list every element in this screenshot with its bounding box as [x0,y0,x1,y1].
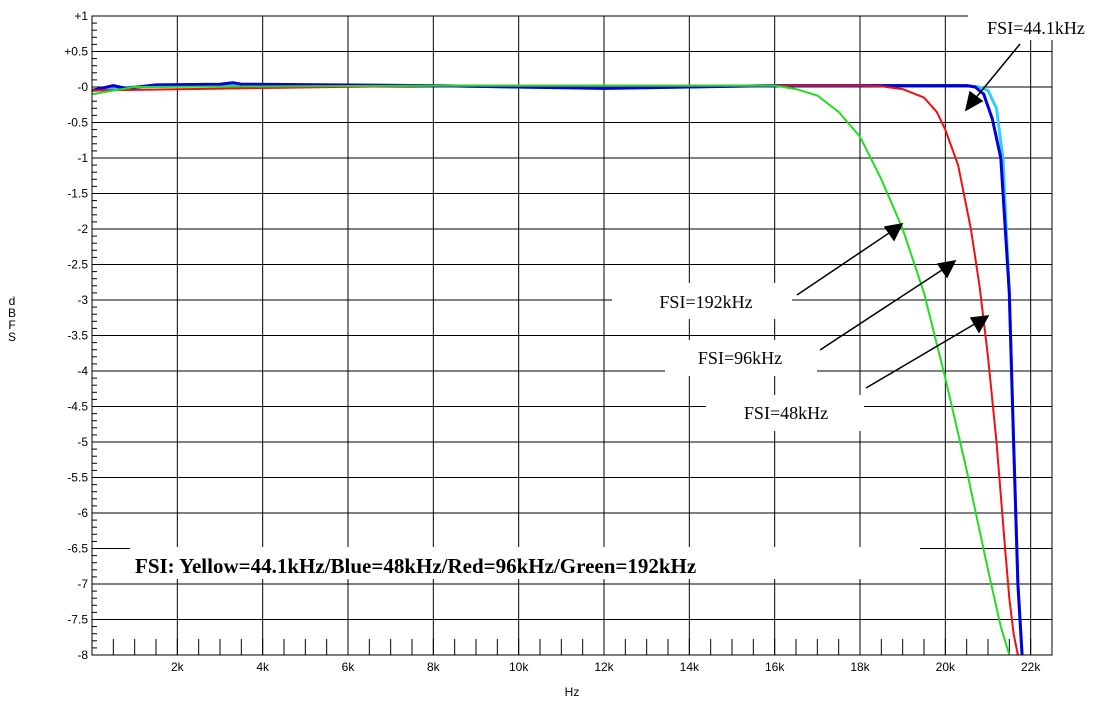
y-tick-label: -4 [77,364,88,378]
x-tick-label: 18k [850,660,870,674]
x-tick-label: 8k [427,660,441,674]
y-tick-label: -6 [77,506,88,520]
arrow-48k-head [969,315,990,334]
annotation-fsi-48: FSI=48kHz [744,403,828,423]
y-tick-label: -7.5 [67,613,88,627]
y-tick-label: -0 [77,80,88,94]
y-tick-label: -6.5 [67,542,88,556]
arrow-96k-line [819,267,946,351]
x-tick-label: 22k [1021,660,1041,674]
y-tick-label: -5 [77,435,88,449]
annotation-fsi-192: FSI=192kHz [659,292,752,312]
plot-frame [91,15,1053,656]
annotation-box-48k [706,395,864,431]
x-tick-label: 2k [171,660,185,674]
y-tick-label: -2 [77,222,88,236]
y-tick-label: -3 [77,293,88,307]
y-tick-label: -1 [77,151,88,165]
arrow-192k-line [796,230,893,296]
y-tick-label: +0.5 [64,45,88,59]
y-tick-label: -3.5 [67,329,88,343]
series-line-green-192k [91,84,1011,656]
x-tick-label: 4k [256,660,270,674]
annotation-fsi-96: FSI=96kHz [698,348,782,368]
annotation-box-192k [612,283,792,319]
x-tick-label: 14k [680,660,700,674]
y-tick-label: -1.5 [67,187,88,201]
arrow-96k-head [936,260,957,279]
y-tick-label: -4.5 [67,400,88,414]
x-tick-label: 6k [342,660,356,674]
y-tick-label: -0.5 [67,116,88,130]
annotation-box-96k [665,340,817,376]
caption-box [130,547,920,579]
chart-caption: FSI: Yellow=44.1kHz/Blue=48kHz/Red=96kHz… [135,554,696,578]
y-tick-label: -8 [77,648,88,662]
series-line-red-96k [91,84,1019,656]
y-tick-label: -2.5 [67,258,88,272]
arrow-44k-head [964,90,984,112]
arrow-192k-head [883,223,904,242]
x-tick-label: 16k [765,660,785,674]
x-axis-title: Hz [565,685,580,699]
x-tick-label: 10k [509,660,529,674]
arrow-44k-line [973,43,1021,101]
arrow-48k-line [865,321,979,389]
x-tick-label: 20k [936,660,956,674]
y-tick-labels: +1 +0.5 -0 -0.5 -1 -1.5 -2 -2.5 -3 -3.5 -4 -4.5 -5 -5… [64,9,88,662]
x-tick-label: 12k [594,660,614,674]
y-tick-label: -5.5 [67,471,88,485]
y-tick-label: +1 [74,9,88,23]
annotation-box-44k [968,12,1104,40]
annotation-arrows [796,43,1021,389]
annotation-fsi-44: FSI=44.1kHz [987,18,1085,38]
series-lines [91,81,1024,656]
x-tick-labels: 2k 4k 6k 8k 10k 12k 14k 16k 18k 20k 22k [171,660,1041,674]
y-tick-label: -7 [77,577,88,591]
